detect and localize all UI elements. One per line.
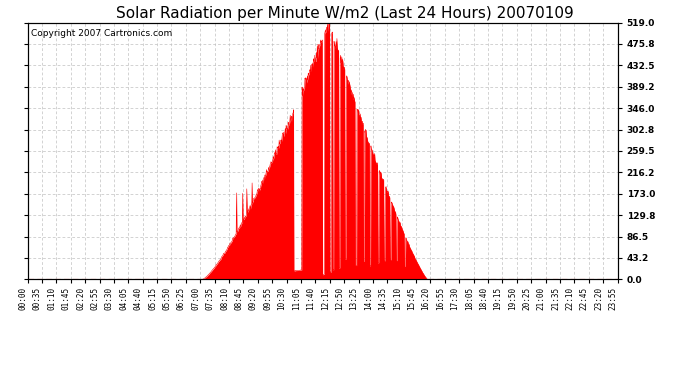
Text: 08:45: 08:45 bbox=[235, 287, 244, 310]
Text: 09:20: 09:20 bbox=[249, 287, 258, 310]
Text: 03:30: 03:30 bbox=[105, 287, 114, 310]
Text: 22:10: 22:10 bbox=[565, 287, 574, 310]
Text: 05:15: 05:15 bbox=[148, 287, 157, 310]
Text: 21:00: 21:00 bbox=[537, 287, 546, 310]
Text: 11:40: 11:40 bbox=[306, 287, 315, 310]
Text: 09:55: 09:55 bbox=[263, 287, 273, 310]
Text: 05:50: 05:50 bbox=[162, 287, 172, 310]
Text: 00:35: 00:35 bbox=[33, 287, 42, 310]
Text: 01:10: 01:10 bbox=[48, 287, 57, 310]
Text: 04:05: 04:05 bbox=[119, 287, 128, 310]
Text: Solar Radiation per Minute W/m2 (Last 24 Hours) 20070109: Solar Radiation per Minute W/m2 (Last 24… bbox=[116, 6, 574, 21]
Text: 14:00: 14:00 bbox=[364, 287, 373, 310]
Text: 00:00: 00:00 bbox=[19, 287, 28, 310]
Text: 13:25: 13:25 bbox=[350, 287, 359, 310]
Text: 16:20: 16:20 bbox=[422, 287, 431, 310]
Text: 07:00: 07:00 bbox=[191, 287, 200, 310]
Text: 11:05: 11:05 bbox=[292, 287, 301, 310]
Text: Copyright 2007 Cartronics.com: Copyright 2007 Cartronics.com bbox=[30, 29, 172, 38]
Text: 12:15: 12:15 bbox=[321, 287, 330, 310]
Text: 23:55: 23:55 bbox=[609, 287, 618, 310]
Text: 01:45: 01:45 bbox=[62, 287, 71, 310]
Text: 04:40: 04:40 bbox=[134, 287, 143, 310]
Text: 06:25: 06:25 bbox=[177, 287, 186, 310]
Text: 21:35: 21:35 bbox=[551, 287, 560, 310]
Text: 17:30: 17:30 bbox=[451, 287, 460, 310]
Text: 19:15: 19:15 bbox=[493, 287, 502, 310]
Text: 23:20: 23:20 bbox=[594, 287, 603, 310]
Text: 02:20: 02:20 bbox=[76, 287, 85, 310]
Text: 15:10: 15:10 bbox=[393, 287, 402, 310]
Text: 18:40: 18:40 bbox=[479, 287, 488, 310]
Text: 18:05: 18:05 bbox=[464, 287, 473, 310]
Text: 19:50: 19:50 bbox=[508, 287, 517, 310]
Text: 14:35: 14:35 bbox=[378, 287, 387, 310]
Text: 02:55: 02:55 bbox=[90, 287, 99, 310]
Text: 10:30: 10:30 bbox=[277, 287, 286, 310]
Text: 08:10: 08:10 bbox=[220, 287, 229, 310]
Text: 12:50: 12:50 bbox=[335, 287, 344, 310]
Text: 22:45: 22:45 bbox=[580, 287, 589, 310]
Text: 15:45: 15:45 bbox=[407, 287, 416, 310]
Text: 16:55: 16:55 bbox=[436, 287, 445, 310]
Text: 07:35: 07:35 bbox=[206, 287, 215, 310]
Text: 20:25: 20:25 bbox=[522, 287, 531, 310]
